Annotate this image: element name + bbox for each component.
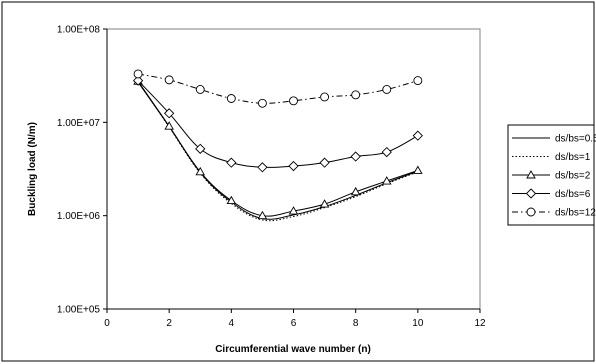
y-axis-ticks: 1.00E+05 1.00E+06 1.00E+07 1.00E+08	[57, 25, 108, 316]
legend-label: ds/bs=6	[555, 189, 591, 200]
data-point-marker	[257, 98, 267, 108]
legend-item: ds/bs=1	[512, 152, 591, 163]
legend-item: ds/bs=0.5	[512, 134, 596, 145]
series-layer	[132, 69, 423, 222]
data-point-marker	[164, 75, 174, 85]
data-point-marker	[132, 75, 144, 86]
data-point-marker	[351, 90, 361, 100]
y-tick-label: 1.00E+08	[57, 25, 101, 36]
data-point-marker	[257, 210, 268, 220]
data-point-marker	[382, 85, 392, 94]
legend-item: ds/bs=12	[512, 208, 596, 219]
x-tick-label: 10	[412, 318, 424, 329]
series-line	[137, 81, 418, 217]
x-tick-label: 6	[291, 318, 297, 329]
data-point-marker	[289, 96, 298, 106]
data-point-marker	[319, 199, 330, 208]
x-tick-label: 8	[353, 318, 359, 329]
series-ds-bs-6	[132, 75, 423, 173]
data-point-marker	[413, 165, 423, 174]
x-axis-title: Circumferential wave number (n)	[215, 344, 371, 355]
series-line	[137, 80, 419, 168]
legend-label: ds/bs=0.5	[555, 134, 596, 145]
legend-marker	[525, 188, 537, 199]
legend-marker	[526, 207, 536, 217]
data-point-marker	[413, 76, 423, 86]
legend-item: ds/bs=6	[512, 188, 591, 200]
legend-label: ds/bs=12	[555, 208, 596, 219]
data-point-marker	[288, 160, 299, 172]
x-tick-label: 0	[104, 318, 110, 329]
y-tick-label: 1.00E+05	[57, 305, 101, 316]
legend-marker	[526, 170, 536, 179]
data-point-marker	[195, 143, 206, 154]
data-point-marker	[350, 151, 361, 162]
data-point-marker	[412, 130, 423, 141]
x-tick-label: 12	[474, 318, 486, 329]
data-point-marker	[133, 69, 143, 79]
series-ds-bs-12	[133, 69, 423, 108]
legend-label: ds/bs=1	[555, 152, 591, 163]
data-point-marker	[226, 195, 237, 205]
data-point-marker	[164, 108, 175, 119]
data-point-marker	[381, 176, 392, 185]
data-point-marker	[226, 94, 236, 103]
x-tick-label: 4	[229, 318, 235, 329]
data-point-marker	[164, 121, 174, 130]
y-tick-label: 1.00E+06	[57, 211, 101, 222]
legend-item: ds/bs=2	[512, 170, 591, 182]
legend-label: ds/bs=2	[555, 171, 591, 182]
data-point-marker	[195, 85, 205, 94]
legend: ds/bs=0.5 ds/bs=1 ds/bs=2 ds/bs=6 ds/bs=12	[507, 124, 596, 226]
x-axis-ticks: 0 2 4 6 8 10 12	[104, 308, 486, 329]
data-point-marker	[226, 157, 237, 168]
y-tick-label: 1.00E+07	[57, 118, 101, 129]
data-point-marker	[350, 186, 361, 196]
x-tick-label: 2	[166, 318, 172, 329]
data-point-marker	[320, 92, 330, 102]
data-point-marker	[319, 157, 330, 168]
data-point-marker	[381, 146, 392, 158]
y-axis-title: Buckling load (N/m)	[27, 122, 38, 216]
data-point-marker	[195, 166, 206, 176]
data-point-marker	[288, 206, 299, 215]
data-point-marker	[257, 162, 268, 173]
